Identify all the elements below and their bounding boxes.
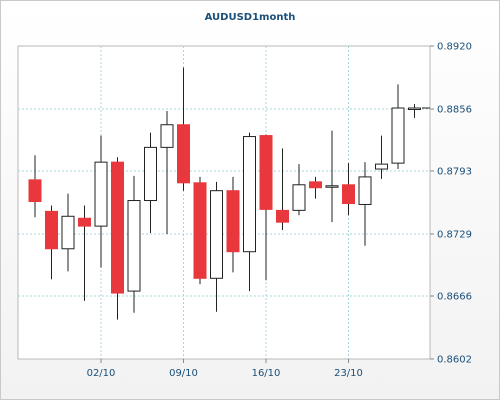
x-tick-label: 02/10 [87,368,116,379]
candle-body-down [28,179,42,203]
candle [243,132,256,292]
candle-body-up [408,107,421,111]
candle [144,132,157,234]
candle-body-down [78,217,91,227]
candle [78,205,91,301]
candle-body-up [127,200,141,292]
candle [325,130,339,223]
x-tick-label: 16/10 [252,368,281,379]
candle [358,162,372,246]
candle-body-down [45,210,58,250]
candle-body-up [210,190,223,279]
candle-body-down [259,135,273,210]
candle [309,176,322,199]
candle [45,205,58,280]
y-tick-label: 0.8729 [437,229,472,240]
candle [276,148,289,231]
candle [111,157,124,320]
candle-body-up [160,124,174,148]
candle [259,134,273,281]
candle-body-up [61,215,75,250]
candle-body-down [193,182,207,279]
y-tick-label: 0.8666 [437,292,472,303]
chart-title: AUDUSD1month [204,12,296,23]
candle-body-down [276,209,289,223]
candle [177,67,190,191]
candle-body-down [309,181,322,189]
x-tick-label: 23/10 [334,368,363,379]
candle-body-down [226,190,240,253]
candle [391,84,405,170]
candle [408,104,421,118]
y-tick-label: 0.8602 [437,355,472,366]
candle-body-up [375,163,388,170]
candle-body-up [358,176,372,205]
candle [94,135,108,268]
y-axis-ticks: 0.8920 0.8856 0.8793 0.8729 0.8666 0.8602 [430,42,472,366]
candle [61,193,75,272]
candle-body-up [243,136,256,253]
candle [28,155,42,218]
candle [210,181,223,312]
y-tick-label: 0.8793 [437,167,472,178]
candles [28,67,421,320]
candle-body-up [292,184,306,211]
candle [375,135,388,179]
candle-body-up [325,185,339,188]
x-axis-ticks: 02/10 09/10 16/10 23/10 [87,359,363,379]
candle-body-down [177,124,190,184]
candle [226,176,240,273]
candle [160,110,174,234]
x-tick-label: 09/10 [169,368,198,379]
candle-body-up [144,146,157,202]
y-tick-label: 0.8856 [437,104,472,115]
candle-body-up [391,107,405,164]
candle [342,163,355,216]
candle [193,176,207,285]
candle-body-down [111,161,124,294]
candle-body-down [342,184,355,204]
candle-body-up [94,161,108,227]
candle [127,175,141,313]
y-tick-label: 0.8920 [437,42,472,53]
candle [292,164,306,216]
